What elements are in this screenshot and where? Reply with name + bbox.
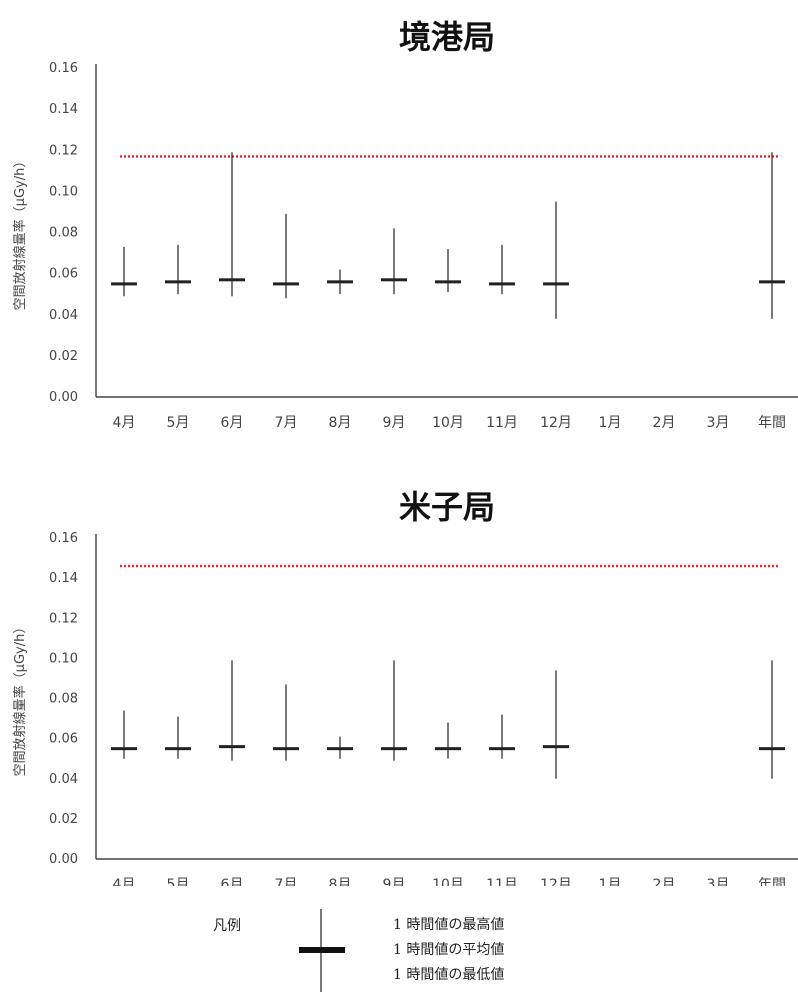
x-tick-label: 11月 xyxy=(486,877,518,886)
average-mark xyxy=(759,280,785,284)
x-tick-label: 5月 xyxy=(167,877,190,886)
y-tick-label: 0.12 xyxy=(49,143,78,158)
average-mark xyxy=(219,745,245,749)
average-mark xyxy=(543,282,569,286)
y-tick-label: 0.16 xyxy=(49,531,78,546)
x-tick-label: 3月 xyxy=(707,877,730,886)
average-mark xyxy=(327,747,353,751)
legend-average-bar xyxy=(299,947,345,953)
x-tick-label: 年間 xyxy=(758,415,786,431)
x-tick-label: 5月 xyxy=(167,415,190,431)
chart-yonago: 米子局 0.00 0.02 0.04 0.06 0.08 0.10 0.12 0.14 0.16… xyxy=(0,466,798,886)
x-tick-label: 1月 xyxy=(599,877,622,886)
average-mark xyxy=(111,282,137,286)
legend-max-label: 1 時間値の最高値 xyxy=(393,916,504,933)
x-tick-label: 10月 xyxy=(432,877,464,886)
y-tick-label: 0.00 xyxy=(49,390,78,405)
average-mark xyxy=(435,747,461,751)
y-tick-label: 0.08 xyxy=(49,226,78,241)
x-tick-label: 年間 xyxy=(758,877,786,886)
x-tick-label: 11月 xyxy=(486,415,518,431)
y-tick-label: 0.00 xyxy=(49,852,78,867)
chart-title: 米子局 xyxy=(398,488,495,526)
y-axis-label: 空間放射線量率（μGy/h） xyxy=(12,621,28,777)
y-tick-label: 0.12 xyxy=(49,611,78,626)
average-mark xyxy=(759,747,785,751)
x-tick-label: 9月 xyxy=(383,415,406,431)
legend: 凡例 1 時間値の最高値 1 時間値の平均値 1 時間値の最低値 xyxy=(213,909,504,992)
x-tick-label: 4月 xyxy=(113,415,136,431)
average-mark xyxy=(111,747,137,751)
x-tick-label: 2月 xyxy=(653,415,676,431)
average-mark xyxy=(165,280,191,284)
chart-sakaiminato-plot: 0.00 0.02 0.04 0.06 0.08 0.10 0.12 0.14 0.16 空間放射… xyxy=(12,61,798,431)
y-tick-label: 0.06 xyxy=(49,732,78,747)
legend-min-label: 1 時間値の最低値 xyxy=(393,967,504,983)
x-tick-label: 7月 xyxy=(275,877,298,886)
y-tick-label: 0.14 xyxy=(49,571,78,586)
x-tick-label: 12月 xyxy=(540,877,572,886)
legend-avg-label: 1 時間値の平均値 xyxy=(393,942,504,958)
average-mark xyxy=(435,280,461,284)
average-mark xyxy=(273,282,299,286)
chart-sakaiminato: 境港局 0.00 0.02 0.04 0.06 0.08 0.10 0.12 0.14 0.16… xyxy=(0,0,798,440)
x-tick-label: 7月 xyxy=(275,415,298,431)
y-tick-label: 0.06 xyxy=(49,267,78,282)
x-tick-label: 6月 xyxy=(221,415,244,431)
y-tick-label: 0.02 xyxy=(49,349,78,364)
y-tick-label: 0.04 xyxy=(49,772,78,787)
x-tick-label: 10月 xyxy=(432,415,464,431)
y-tick-label: 0.02 xyxy=(49,812,78,827)
y-tick-label: 0.10 xyxy=(49,184,78,199)
x-tick-label: 9月 xyxy=(383,877,406,886)
x-tick-label: 4月 xyxy=(113,877,136,886)
x-tick-label: 2月 xyxy=(653,877,676,886)
average-mark xyxy=(327,280,353,284)
x-tick-label: 1月 xyxy=(599,415,622,431)
x-tick-label: 6月 xyxy=(221,877,244,886)
x-tick-label: 3月 xyxy=(707,415,730,431)
legend-title: 凡例 xyxy=(213,918,241,934)
average-mark xyxy=(489,282,515,286)
y-axis-label: 空間放射線量率（μGy/h） xyxy=(12,155,28,311)
y-tick-label: 0.04 xyxy=(49,308,78,323)
x-tick-label: 12月 xyxy=(540,415,572,431)
chart-title: 境港局 xyxy=(398,18,495,56)
average-mark xyxy=(543,745,569,749)
y-tick-label: 0.16 xyxy=(49,61,78,76)
x-tick-label: 8月 xyxy=(329,415,352,431)
average-mark xyxy=(381,278,407,282)
y-tick-label: 0.10 xyxy=(49,651,78,666)
chart-yonago-plot: 0.00 0.02 0.04 0.06 0.08 0.10 0.12 0.14 0.16 空間放射… xyxy=(12,531,798,886)
x-tick-label: 8月 xyxy=(329,877,352,886)
average-mark xyxy=(381,747,407,751)
average-mark xyxy=(219,278,245,282)
average-mark xyxy=(165,747,191,751)
average-mark xyxy=(273,747,299,751)
y-tick-label: 0.14 xyxy=(49,102,78,117)
y-tick-label: 0.08 xyxy=(49,692,78,707)
average-mark xyxy=(489,747,515,751)
